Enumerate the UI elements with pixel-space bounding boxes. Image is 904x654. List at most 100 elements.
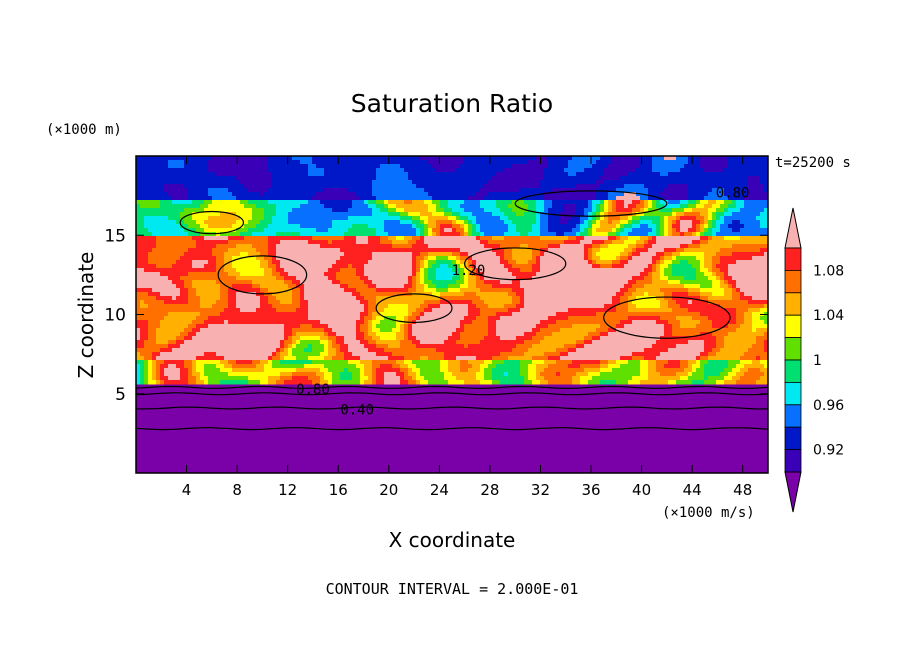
field-cell	[188, 248, 193, 253]
field-cell	[612, 240, 617, 245]
field-cell	[204, 224, 209, 229]
field-cell	[432, 216, 437, 221]
field-cell	[236, 228, 241, 233]
field-cell	[612, 184, 617, 189]
field-cell	[344, 276, 349, 281]
field-cell	[560, 184, 565, 189]
field-cell	[156, 184, 161, 189]
field-cell	[464, 244, 469, 249]
field-cell	[572, 168, 577, 173]
field-cell	[456, 224, 461, 229]
field-cell	[472, 172, 477, 177]
field-cell	[672, 212, 677, 217]
field-cell	[348, 188, 353, 193]
field-cell	[592, 268, 597, 273]
field-cell	[228, 252, 233, 257]
field-cell	[404, 160, 409, 165]
field-cell	[700, 188, 705, 193]
field-cell	[640, 156, 645, 161]
field-cell	[396, 232, 401, 237]
field-cell	[292, 280, 297, 285]
field-cell	[304, 248, 309, 253]
field-cell	[180, 212, 185, 217]
field-cell	[492, 196, 497, 201]
field-cell	[324, 248, 329, 253]
field-cell	[508, 280, 513, 285]
field-cell	[268, 156, 273, 161]
field-cell	[708, 260, 713, 265]
field-cell	[560, 212, 565, 217]
field-cell	[268, 264, 273, 269]
field-cell	[244, 176, 249, 181]
field-cell	[464, 236, 469, 241]
field-cell	[744, 252, 749, 257]
field-cell	[716, 164, 721, 169]
field-cell	[140, 260, 145, 265]
field-cell	[476, 208, 481, 213]
field-cell	[688, 168, 693, 173]
field-cell	[684, 224, 689, 229]
field-cell	[160, 228, 165, 233]
field-cell	[712, 224, 717, 229]
field-cell	[252, 188, 257, 193]
field-cell	[504, 164, 509, 169]
field-cell	[612, 172, 617, 177]
field-cell	[700, 220, 705, 225]
field-cell	[540, 228, 545, 233]
field-cell	[512, 260, 517, 265]
field-cell	[360, 276, 365, 281]
field-cell	[316, 168, 321, 173]
field-cell	[476, 212, 481, 217]
field-cell	[320, 204, 325, 209]
field-cell	[564, 176, 569, 181]
field-cell	[176, 224, 181, 229]
field-cell	[200, 184, 205, 189]
field-cell	[628, 192, 633, 197]
field-cell	[728, 168, 733, 173]
field-cell	[572, 220, 577, 225]
field-cell	[636, 168, 641, 173]
field-cell	[244, 204, 249, 209]
field-cell	[556, 212, 561, 217]
field-cell	[424, 264, 429, 269]
field-cell	[524, 180, 529, 185]
field-cell	[672, 188, 677, 193]
field-cell	[680, 180, 685, 185]
field-cell	[520, 208, 525, 213]
field-cell	[176, 196, 181, 201]
field-cell	[408, 168, 413, 173]
field-cell	[704, 276, 709, 281]
field-cell	[260, 220, 265, 225]
field-cell	[356, 164, 361, 169]
field-cell	[164, 260, 169, 265]
field-cell	[192, 172, 197, 177]
field-cell	[220, 208, 225, 213]
field-cell	[232, 232, 237, 237]
field-cell	[160, 160, 165, 165]
field-cell	[192, 272, 197, 277]
field-cell	[548, 232, 553, 237]
field-cell	[584, 192, 589, 197]
field-cell	[712, 172, 717, 177]
field-cell	[284, 192, 289, 197]
field-cell	[436, 244, 441, 249]
field-cell	[644, 208, 649, 213]
field-cell	[388, 196, 393, 201]
field-cell	[636, 268, 641, 273]
field-cell	[404, 252, 409, 257]
field-cell	[616, 172, 621, 177]
field-cell	[316, 280, 321, 285]
field-cell	[540, 168, 545, 173]
field-cell	[588, 216, 593, 221]
field-cell	[624, 248, 629, 253]
field-cell	[508, 224, 513, 229]
field-cell	[644, 212, 649, 217]
field-cell	[448, 212, 453, 217]
field-cell	[488, 208, 493, 213]
field-cell	[764, 208, 768, 213]
field-cell	[604, 204, 609, 209]
field-cell	[332, 208, 337, 213]
field-cell	[572, 228, 577, 233]
field-cell	[712, 188, 717, 193]
field-cell	[672, 200, 677, 205]
